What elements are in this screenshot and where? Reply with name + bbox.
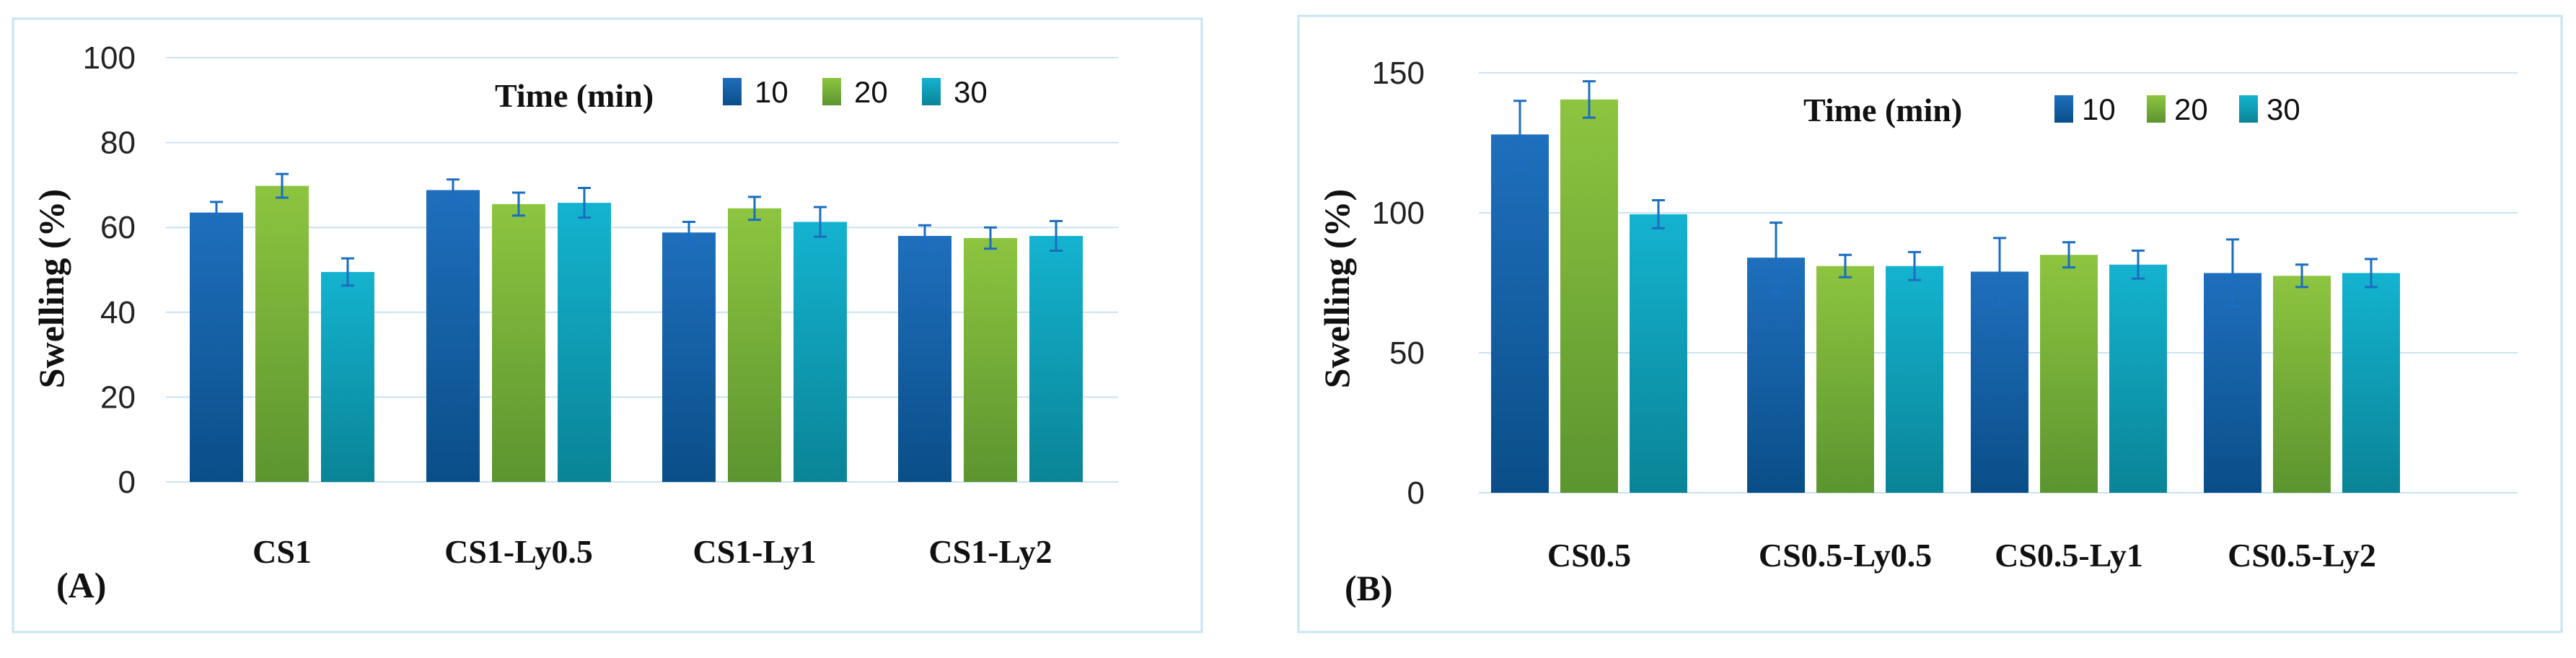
legend-label-30: 30 [954, 75, 988, 109]
panel-b-ylabel: Swelling (%) [1316, 189, 1357, 388]
bar [2273, 276, 2331, 493]
x-category-label: CS1 [252, 533, 312, 570]
bar [662, 232, 716, 482]
y-tick-label: 0 [1407, 475, 1425, 511]
y-tick-label: 100 [1372, 196, 1425, 231]
legend-swatch-30 [2239, 95, 2258, 123]
panel-b-label: (B) [1345, 568, 1393, 608]
x-category-label: CS0.5-Ly2 [2228, 537, 2376, 574]
x-category-label: CS1-Ly2 [928, 533, 1052, 570]
y-tick-label: 100 [83, 40, 136, 76]
x-category-label: CS1-Ly1 [693, 533, 816, 570]
bar [190, 212, 243, 482]
legend-label-30: 30 [2267, 92, 2300, 126]
bar [1630, 214, 1687, 493]
x-category-label: CS0.5-Ly0.5 [1759, 537, 1932, 574]
bar [558, 203, 611, 482]
bar [2204, 273, 2261, 493]
panel-a-label: (A) [56, 565, 106, 605]
bar [255, 185, 309, 482]
legend-swatch-10 [2054, 95, 2073, 123]
panel-a-ylabel: Swelling (%) [31, 189, 71, 388]
bar [1971, 271, 2028, 493]
panel-b-legend-title: Time (min) [1803, 92, 1962, 128]
x-category-label: CS0.5-Ly1 [1995, 537, 2143, 574]
bar [2040, 255, 2098, 493]
y-tick-label: 150 [1372, 56, 1425, 91]
bar [2342, 273, 2400, 493]
legend-swatch-30 [922, 78, 941, 105]
legend-label-10: 10 [755, 75, 788, 109]
legend-label-10: 10 [2082, 92, 2116, 126]
panel-b-legend: 10 20 30 [2054, 92, 2300, 126]
panel-a-frame [12, 17, 1203, 633]
bar [898, 235, 951, 482]
legend-label-20: 20 [2174, 92, 2208, 126]
legend-swatch-20 [2147, 95, 2166, 123]
panel-b-plot: 0 50 100 150 CS0.5 CS0.5-Ly0.5 CS0.5-Ly1 CS0.5-… [1372, 56, 2518, 574]
y-tick-label: 60 [100, 210, 136, 245]
bar [1886, 266, 1943, 493]
chart-panel-b: Swelling (%) Time (min) 10 20 30 0 50 100 1… [1297, 14, 2563, 633]
y-tick-label: 40 [100, 295, 136, 330]
bar [1560, 99, 1618, 494]
bar [1029, 235, 1083, 482]
bar [426, 190, 480, 482]
bar [1491, 134, 1549, 494]
y-tick-label: 20 [100, 380, 136, 415]
x-category-label: CS0.5 [1547, 537, 1631, 574]
panel-b-frame [1297, 14, 2563, 633]
legend-swatch-10 [723, 78, 742, 105]
panel-a-plot: 0 20 40 60 80 100 CS1 CS1-Ly0.5 CS1-Ly1 CS1-Ly2 [83, 40, 1118, 570]
y-tick-label: 50 [1389, 335, 1425, 371]
bar [728, 208, 781, 482]
bar [794, 221, 847, 482]
y-tick-label: 0 [118, 465, 136, 500]
legend-swatch-20 [822, 78, 841, 105]
x-category-label: CS1-Ly0.5 [444, 533, 593, 570]
y-tick-label: 80 [100, 126, 136, 161]
bar [1816, 266, 1874, 493]
chart-panel-a: Swelling (%) Time (min) 10 20 30 0 20 40 60… [12, 17, 1203, 633]
panel-a-legend: 10 20 30 [723, 75, 988, 109]
bar [2109, 264, 2167, 493]
bar [1747, 258, 1805, 493]
legend-label-20: 20 [854, 75, 888, 109]
bar [964, 237, 1017, 482]
bar [321, 271, 374, 482]
bar [492, 203, 545, 482]
panel-a-legend-title: Time (min) [495, 77, 654, 114]
